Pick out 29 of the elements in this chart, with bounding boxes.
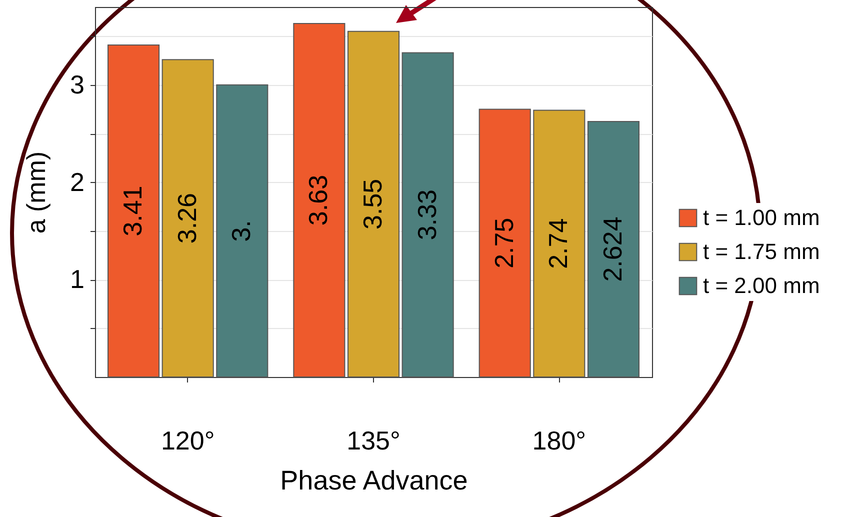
data-label: 3.26 (172, 192, 202, 244)
data-label: 2.75 (488, 218, 519, 268)
bar (162, 59, 214, 378)
x-tick-label: 120° (160, 426, 215, 456)
x-tick-label: 180° (532, 426, 586, 456)
bar (216, 84, 268, 378)
y-axis-title: a (mm) (21, 151, 52, 234)
data-label: 3.41 (118, 186, 148, 236)
bar (107, 44, 160, 378)
data-label: 2.74 (543, 218, 574, 269)
bar (533, 110, 586, 378)
data-label: 3.63 (303, 174, 334, 226)
data-label: 3. (226, 220, 256, 242)
data-label: 2.624 (597, 216, 628, 282)
legend-label: t = 2.00 mm (703, 273, 820, 298)
data-label: 3.33 (412, 190, 442, 240)
bar (293, 23, 346, 378)
bar (478, 108, 531, 378)
y-tick-label: 1 (70, 264, 84, 294)
x-tick-label: 135° (346, 426, 400, 456)
y-tick-label: 3 (70, 69, 84, 100)
x-axis-title: Phase Advance (280, 466, 468, 496)
y-tick-label: 2 (70, 166, 84, 197)
bar (347, 30, 400, 378)
data-label: 3.55 (358, 178, 388, 230)
legend-label: t = 1.00 mm (703, 205, 820, 230)
legend-label: t = 1.75 mm (703, 239, 820, 264)
bar (402, 52, 454, 378)
bar (587, 121, 640, 378)
